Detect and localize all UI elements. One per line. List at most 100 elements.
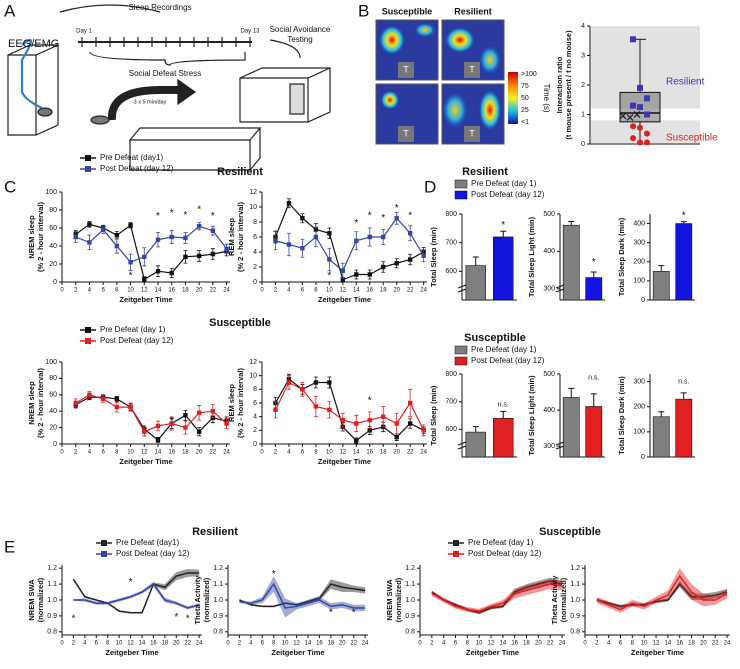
heat-spot (478, 44, 502, 76)
y-axis-label: Theta Activity (550, 575, 559, 625)
y-tick-label: 500 (543, 371, 555, 378)
point (394, 434, 399, 440)
x-tick-label: 2 (274, 288, 278, 294)
group-label: Resilient (666, 77, 705, 88)
x-tick-label: 8 (115, 450, 119, 456)
y-axis-label: (t mouse present / t no mouse) (564, 30, 573, 140)
bar (562, 224, 580, 301)
y-tick-label: 1.1 (213, 581, 223, 588)
y-tick-label: 80 (49, 375, 57, 382)
x-tick-label: 22 (407, 450, 414, 456)
annotation: n.s. (588, 374, 599, 381)
point (286, 380, 292, 385)
point (367, 428, 372, 433)
annotation: * (368, 211, 372, 222)
target-box (398, 62, 414, 78)
error-band (239, 579, 366, 608)
legend-label: Post Defeat (day 12) (100, 336, 174, 345)
colorbar-tick: 25 (521, 107, 529, 114)
annotation: * (186, 614, 190, 625)
error-bar (658, 265, 665, 272)
point (155, 437, 161, 443)
annotation: * (682, 211, 686, 222)
annotation: * (272, 569, 276, 580)
x-tick-label: 14 (305, 641, 312, 647)
x-tick-label: 10 (476, 641, 483, 647)
x-tick-label: 10 (127, 288, 134, 294)
x-tick-label: 10 (641, 641, 648, 647)
legend-marker (85, 166, 91, 172)
point (327, 231, 332, 236)
x-tick-label: 4 (287, 450, 291, 456)
point (273, 407, 278, 413)
y-tick-label: 1.0 (405, 597, 415, 604)
x-tick-label: 6 (261, 641, 265, 647)
point (421, 428, 426, 433)
x-tick-label: 4 (88, 450, 92, 456)
point (630, 123, 636, 130)
point (155, 269, 161, 274)
y-tick-label: 0 (53, 279, 57, 286)
x-axis-label: Zeitgeber Time (271, 648, 324, 657)
x-tick-label: 10 (326, 288, 333, 294)
x-tick-label: 12 (127, 641, 134, 647)
panel-label: B (358, 1, 369, 20)
point (381, 414, 386, 419)
axis-break (555, 441, 565, 450)
point (313, 404, 319, 409)
point (619, 112, 627, 120)
y-tick-label: 300 (543, 286, 555, 293)
testing-label: Testing (287, 35, 312, 44)
y-axis-label: (normalized) (202, 577, 211, 622)
x-axis-label: Zeitgeber Time (466, 648, 519, 657)
point (73, 234, 78, 240)
error-bar (500, 410, 507, 419)
y-tick-label: 0.9 (47, 613, 57, 620)
y-tick-label: 1.0 (570, 597, 580, 604)
target-box (398, 126, 414, 142)
legend-marker (85, 327, 91, 333)
annotation: n.s. (678, 378, 689, 385)
error-bar (472, 426, 479, 433)
x-tick-label: 6 (301, 288, 305, 294)
x-tick-label: 8 (106, 641, 110, 647)
error-bar (500, 230, 507, 237)
error-band (596, 568, 728, 613)
x-tick-label: 22 (210, 450, 217, 456)
mouse (37, 107, 53, 117)
y-axis-label: Interaction ratio (555, 56, 564, 113)
error-bar (680, 221, 687, 224)
error-bar (680, 392, 687, 400)
y-tick-label: 0.8 (213, 629, 223, 636)
x-tick-label: 12 (339, 288, 346, 294)
x-tick-label: 16 (676, 641, 683, 647)
x-tick-label: 0 (60, 288, 64, 294)
point (394, 261, 399, 266)
point (273, 238, 278, 243)
cable (20, 38, 43, 109)
y-tick-label: 1.1 (570, 581, 580, 588)
y-axis-label: NREM SWA (27, 579, 36, 621)
bar (493, 417, 514, 458)
x-tick-label: 22 (712, 641, 719, 647)
y-tick-label: 60 (49, 392, 57, 399)
y-axis-label: NREM sleep (27, 381, 36, 425)
point (87, 392, 92, 397)
x-tick-label: 0 (260, 288, 264, 294)
y-tick-label: 60 (49, 225, 57, 232)
bar (562, 397, 580, 458)
heat-spot (478, 88, 502, 132)
legend-swatch (454, 345, 468, 355)
annotation: * (129, 270, 133, 281)
legend-swatch (454, 190, 468, 200)
y-tick-label: 700 (445, 240, 457, 247)
point (644, 130, 650, 137)
bar (652, 416, 670, 458)
series-line (75, 223, 227, 281)
bar (465, 265, 486, 301)
y-tick-label: 2 (253, 264, 257, 271)
testing-label: Social Avoidance (270, 25, 331, 34)
x-tick-label: 16 (168, 450, 175, 456)
x-tick-label: 22 (184, 641, 191, 647)
legend-label: Pre Defeat (day 1) (100, 325, 166, 334)
